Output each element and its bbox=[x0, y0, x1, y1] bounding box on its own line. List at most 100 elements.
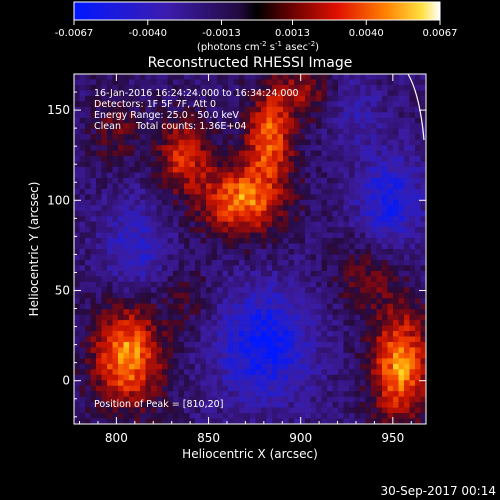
heatmap-cell bbox=[233, 227, 240, 233]
heatmap-cell bbox=[90, 166, 97, 173]
heatmap-cell bbox=[217, 270, 223, 277]
heatmap-cell bbox=[134, 84, 141, 91]
heatmap-cell bbox=[178, 74, 185, 80]
heatmap-cell bbox=[200, 298, 207, 304]
heatmap-cell bbox=[266, 292, 273, 299]
heatmap-cell bbox=[151, 101, 157, 108]
heatmap-cell bbox=[123, 205, 130, 212]
heatmap-cell bbox=[327, 156, 333, 162]
heatmap-cell bbox=[398, 166, 405, 173]
heatmap-cell bbox=[255, 183, 262, 190]
heatmap-cell bbox=[294, 287, 300, 294]
heatmap-cell bbox=[112, 112, 119, 119]
heatmap-cell bbox=[250, 374, 256, 381]
heatmap-cell bbox=[173, 128, 179, 135]
heatmap-cell bbox=[272, 156, 278, 162]
heatmap-cell bbox=[266, 232, 273, 239]
heatmap-cell bbox=[343, 369, 350, 376]
heatmap-cell bbox=[310, 84, 317, 91]
heatmap-cell bbox=[206, 413, 212, 419]
heatmap-cell bbox=[382, 249, 388, 255]
heatmap-cell bbox=[393, 402, 399, 408]
heatmap-cell bbox=[107, 358, 113, 365]
heatmap-cell bbox=[195, 331, 201, 337]
heatmap-cell bbox=[211, 145, 218, 151]
heatmap-cell bbox=[239, 276, 245, 283]
heatmap-cell bbox=[382, 292, 388, 299]
heatmap-cell bbox=[244, 106, 251, 113]
heatmap-cell bbox=[162, 221, 168, 228]
heatmap-cell bbox=[178, 418, 185, 424]
heatmap-cell bbox=[156, 385, 163, 392]
heatmap-cell bbox=[222, 402, 229, 408]
heatmap-cell bbox=[349, 402, 355, 408]
heatmap-cell bbox=[233, 199, 240, 206]
heatmap-cell bbox=[118, 101, 124, 108]
heatmap-cell bbox=[74, 128, 80, 135]
heatmap-cell bbox=[101, 172, 108, 179]
heatmap-cell bbox=[404, 292, 410, 299]
annotation-time-range: 16-Jan-2016 16:24:24.000 to 16:34:24.000 bbox=[94, 88, 299, 99]
heatmap-cell bbox=[222, 183, 229, 190]
heatmap-cell bbox=[404, 156, 410, 162]
heatmap-cell bbox=[371, 287, 377, 294]
heatmap-cell bbox=[184, 188, 190, 195]
heatmap-cell bbox=[118, 336, 124, 343]
heatmap-cell bbox=[365, 188, 372, 195]
heatmap-cell bbox=[123, 101, 130, 108]
heatmap-cell bbox=[393, 418, 399, 424]
heatmap-cell bbox=[107, 391, 113, 397]
heatmap-cell bbox=[387, 177, 394, 184]
heatmap-cell bbox=[393, 396, 399, 403]
heatmap-cell bbox=[107, 194, 113, 201]
heatmap-cell bbox=[321, 341, 328, 348]
heatmap-cell bbox=[321, 352, 328, 359]
heatmap-cell bbox=[217, 407, 223, 414]
heatmap-cell bbox=[79, 254, 86, 261]
heatmap-cell bbox=[420, 259, 426, 266]
heatmap-cell bbox=[349, 95, 355, 102]
heatmap-cell bbox=[338, 188, 344, 195]
heatmap-cell bbox=[404, 123, 410, 129]
colorbar-tick-label: -0.0040 bbox=[128, 28, 167, 39]
heatmap-cell bbox=[332, 418, 339, 424]
heatmap-cell bbox=[261, 341, 267, 348]
heatmap-cell bbox=[228, 396, 234, 403]
heatmap-cell bbox=[233, 374, 240, 381]
heatmap-cell bbox=[107, 265, 113, 272]
heatmap-cell bbox=[288, 79, 295, 86]
heatmap-cell bbox=[272, 314, 278, 321]
heatmap-cell bbox=[415, 205, 421, 212]
heatmap-cell bbox=[283, 238, 289, 244]
heatmap-cell bbox=[277, 199, 284, 206]
heatmap-cell bbox=[327, 117, 333, 124]
heatmap-cell bbox=[211, 281, 218, 288]
heatmap-cell bbox=[156, 380, 163, 387]
heatmap-cell bbox=[189, 418, 196, 424]
heatmap-cell bbox=[327, 134, 333, 140]
heatmap-cell bbox=[393, 161, 399, 168]
heatmap-cell bbox=[299, 347, 306, 354]
heatmap-cell bbox=[140, 134, 146, 140]
heatmap-cell bbox=[151, 320, 157, 326]
heatmap-cell bbox=[233, 194, 240, 201]
heatmap-cell bbox=[398, 128, 405, 135]
heatmap-cell bbox=[404, 112, 410, 119]
heatmap-cell bbox=[74, 276, 80, 283]
heatmap-cell bbox=[178, 303, 185, 310]
heatmap-cell bbox=[261, 199, 267, 206]
heatmap-cell bbox=[151, 161, 157, 168]
heatmap-cell bbox=[420, 391, 426, 397]
heatmap-cell bbox=[404, 199, 410, 206]
heatmap-cell bbox=[222, 276, 229, 283]
heatmap-cell bbox=[371, 352, 377, 359]
heatmap-cell bbox=[140, 407, 146, 414]
heatmap-cell bbox=[250, 161, 256, 168]
heatmap-cell bbox=[266, 243, 273, 250]
heatmap-cell bbox=[305, 259, 311, 266]
heatmap-cell bbox=[228, 112, 234, 119]
heatmap-cell bbox=[145, 380, 152, 387]
heatmap-cell bbox=[178, 374, 185, 381]
heatmap-cell bbox=[101, 270, 108, 277]
heatmap-cell bbox=[288, 325, 295, 332]
